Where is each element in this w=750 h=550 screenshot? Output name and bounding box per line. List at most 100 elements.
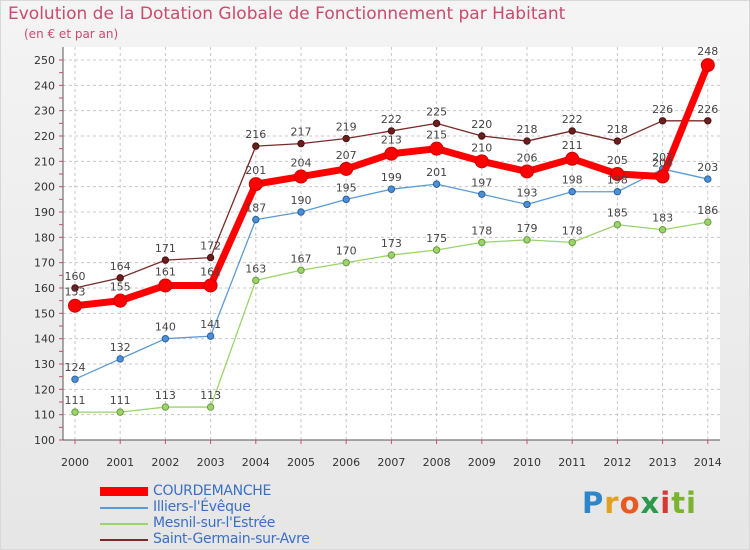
data-point [523,200,531,209]
logo-letter: i [660,486,672,520]
data-point [161,403,170,411]
data-point [704,218,712,226]
data-point [297,266,305,274]
x-tick-label: 2003 [197,456,225,469]
data-point [206,253,215,262]
data-label: 203 [697,161,718,174]
data-label: 204 [652,157,673,170]
data-label: 213 [381,134,402,147]
data-label: 207 [336,149,357,162]
data-point [387,185,396,193]
legend-label: COURDEMANCHE [153,483,272,499]
logo-letter: ti [671,486,697,520]
data-label: 132 [110,341,131,354]
data-point [161,256,170,264]
x-tick-label: 2008 [423,456,451,469]
x-tick-label: 2002 [151,456,179,469]
data-point [523,137,531,145]
data-label: 211 [562,139,583,152]
data-point [523,236,531,244]
data-point [613,220,622,229]
data-label: 173 [381,237,402,250]
x-tick-label: 2009 [468,456,496,469]
data-point [116,408,124,416]
data-label: 220 [471,118,492,131]
data-point [339,161,354,176]
data-point [342,195,350,204]
data-label: 219 [336,121,357,134]
data-label: 248 [697,45,718,58]
data-label: 201 [245,164,266,177]
data-point [252,142,260,150]
y-tick-label: 220 [34,130,55,143]
data-point [387,251,396,259]
x-tick-label: 2011 [558,456,586,469]
y-tick-label: 240 [34,79,55,92]
data-label: 172 [200,240,221,253]
data-point [700,58,715,73]
data-label: 124 [65,361,86,374]
y-tick-label: 100 [34,434,55,447]
data-point [297,208,305,216]
legend-label: Illiers-l'Évêque [153,499,251,515]
data-label: 178 [471,224,492,237]
y-tick-label: 180 [34,231,55,244]
data-label: 178 [562,224,583,237]
data-label: 206 [517,151,538,164]
x-tick-label: 2006 [332,456,360,469]
data-label: 140 [155,321,176,334]
legend-swatch [100,507,148,509]
data-point [71,408,79,416]
y-tick-label: 140 [34,333,55,346]
x-tick-label: 2013 [649,456,677,469]
data-point [520,164,534,179]
data-label: 204 [291,157,312,170]
logo-letter: o [619,486,641,520]
chart-title: Evolution de la Dotation Globale de Fonc… [8,4,566,24]
legend-swatch [100,539,148,541]
data-label: 171 [155,242,176,255]
data-label: 186 [697,204,718,217]
logo-letter: x [640,486,661,520]
data-label: 210 [471,141,492,154]
data-point [203,278,218,293]
y-tick-label: 250 [34,54,55,67]
chart-subtitle: (en € et par an) [24,27,119,41]
data-label: 164 [110,260,131,273]
x-tick-label: 2000 [61,456,89,469]
data-label: 218 [517,123,538,136]
data-point [206,332,215,340]
data-label: 155 [110,281,131,294]
data-label: 167 [291,252,312,265]
logo-letter: r [604,486,620,520]
x-tick-label: 2001 [106,456,134,469]
data-point [116,355,124,363]
data-point [248,177,263,192]
data-label: 217 [291,126,312,139]
data-label: 161 [200,265,221,278]
data-label: 153 [65,286,86,299]
data-point [478,190,486,198]
legend-label: Mesnil-sur-l'Estrée [153,515,276,531]
data-point [474,154,489,169]
data-label: 161 [155,265,176,278]
y-tick-label: 200 [34,181,55,194]
data-point [71,375,79,383]
x-tick-label: 2005 [287,456,315,469]
data-label: 195 [336,181,357,194]
x-tick-label: 2014 [694,456,722,469]
data-label: 175 [426,232,447,245]
data-point [478,238,486,247]
data-label: 187 [245,202,266,215]
legend-label: Saint-Germain-sur-Avre [153,531,310,547]
data-point [568,238,576,247]
x-tick-label: 2012 [603,456,631,469]
data-label: 198 [562,174,583,187]
data-label: 199 [381,171,402,184]
data-point [113,293,128,308]
y-tick-label: 130 [34,358,55,371]
data-label: 160 [65,270,86,283]
data-point [432,246,441,254]
data-label: 193 [517,186,538,199]
